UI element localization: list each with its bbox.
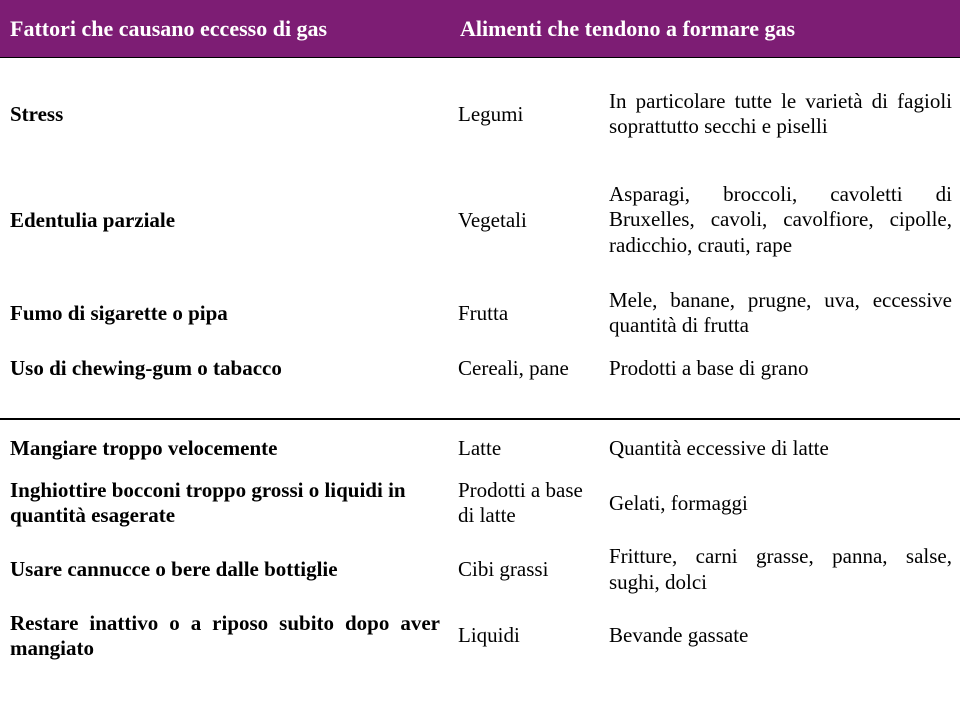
desc-cell: Quantità eccessive di latte — [605, 426, 960, 470]
factor-cell: Edentulia parziale — [0, 160, 450, 280]
table-row: Uso di chewing-gum o tabacco Cereali, pa… — [0, 346, 960, 390]
desc-text: Gelati, formaggi — [609, 491, 952, 516]
food-cell: Liquidi — [450, 603, 605, 669]
desc-text: Prodotti a base di grano — [609, 356, 952, 381]
desc-cell: Prodotti a base di grano — [605, 346, 960, 390]
factor-cell: Restare inattivo o a riposo subito dopo … — [0, 603, 450, 669]
table-row: Fumo di sigarette o pipa Frutta Mele, ba… — [0, 280, 960, 346]
table-row: Inghiottire bocconi troppo grossi o liqu… — [0, 470, 960, 536]
section-2: Mangiare troppo velocemente Latte Quanti… — [0, 426, 960, 668]
food-cell: Cibi grassi — [450, 536, 605, 602]
desc-text: In particolare tutte le varietà di fagio… — [609, 89, 952, 139]
table-row: Mangiare troppo velocemente Latte Quanti… — [0, 426, 960, 470]
desc-cell: Gelati, formaggi — [605, 470, 960, 536]
header-factors: Fattori che causano eccesso di gas — [0, 0, 450, 57]
table-row: Restare inattivo o a riposo subito dopo … — [0, 603, 960, 669]
food-cell: Legumi — [450, 68, 605, 160]
desc-cell: Fritture, carni grasse, panna, salse, su… — [605, 536, 960, 602]
desc-cell: Mele, banane, prugne, uva, eccessive qua… — [605, 280, 960, 346]
food-cell: Latte — [450, 426, 605, 470]
food-cell: Vegetali — [450, 160, 605, 280]
table-header-row: Fattori che causano eccesso di gas Alime… — [0, 0, 960, 58]
food-cell: Prodotti a base di latte — [450, 470, 605, 536]
factor-cell: Uso di chewing-gum o tabacco — [0, 346, 450, 390]
food-cell: Cereali, pane — [450, 346, 605, 390]
desc-text: Bevande gassate — [609, 623, 952, 648]
factor-cell: Inghiottire bocconi troppo grossi o liqu… — [0, 470, 450, 536]
desc-text: Quantità eccessive di latte — [609, 436, 952, 461]
factor-cell: Stress — [0, 68, 450, 160]
table-row: Usare cannucce o bere dalle bottiglie Ci… — [0, 536, 960, 602]
desc-text: Fritture, carni grasse, panna, salse, su… — [609, 544, 952, 594]
food-cell: Frutta — [450, 280, 605, 346]
header-foods: Alimenti che tendono a formare gas — [450, 0, 960, 57]
desc-cell: Bevande gassate — [605, 603, 960, 669]
desc-cell: In particolare tutte le varietà di fagio… — [605, 68, 960, 160]
desc-cell: Asparagi, broccoli, cavoletti di Bruxell… — [605, 160, 960, 280]
factor-cell: Usare cannucce o bere dalle bottiglie — [0, 536, 450, 602]
desc-text: Mele, banane, prugne, uva, eccessive qua… — [609, 288, 952, 338]
table-row: Stress Legumi In particolare tutte le va… — [0, 68, 960, 160]
desc-text: Asparagi, broccoli, cavoletti di Bruxell… — [609, 182, 952, 258]
section-1: Stress Legumi In particolare tutte le va… — [0, 68, 960, 390]
factor-cell: Mangiare troppo velocemente — [0, 426, 450, 470]
factor-cell: Fumo di sigarette o pipa — [0, 280, 450, 346]
table-row: Edentulia parziale Vegetali Asparagi, br… — [0, 160, 960, 280]
